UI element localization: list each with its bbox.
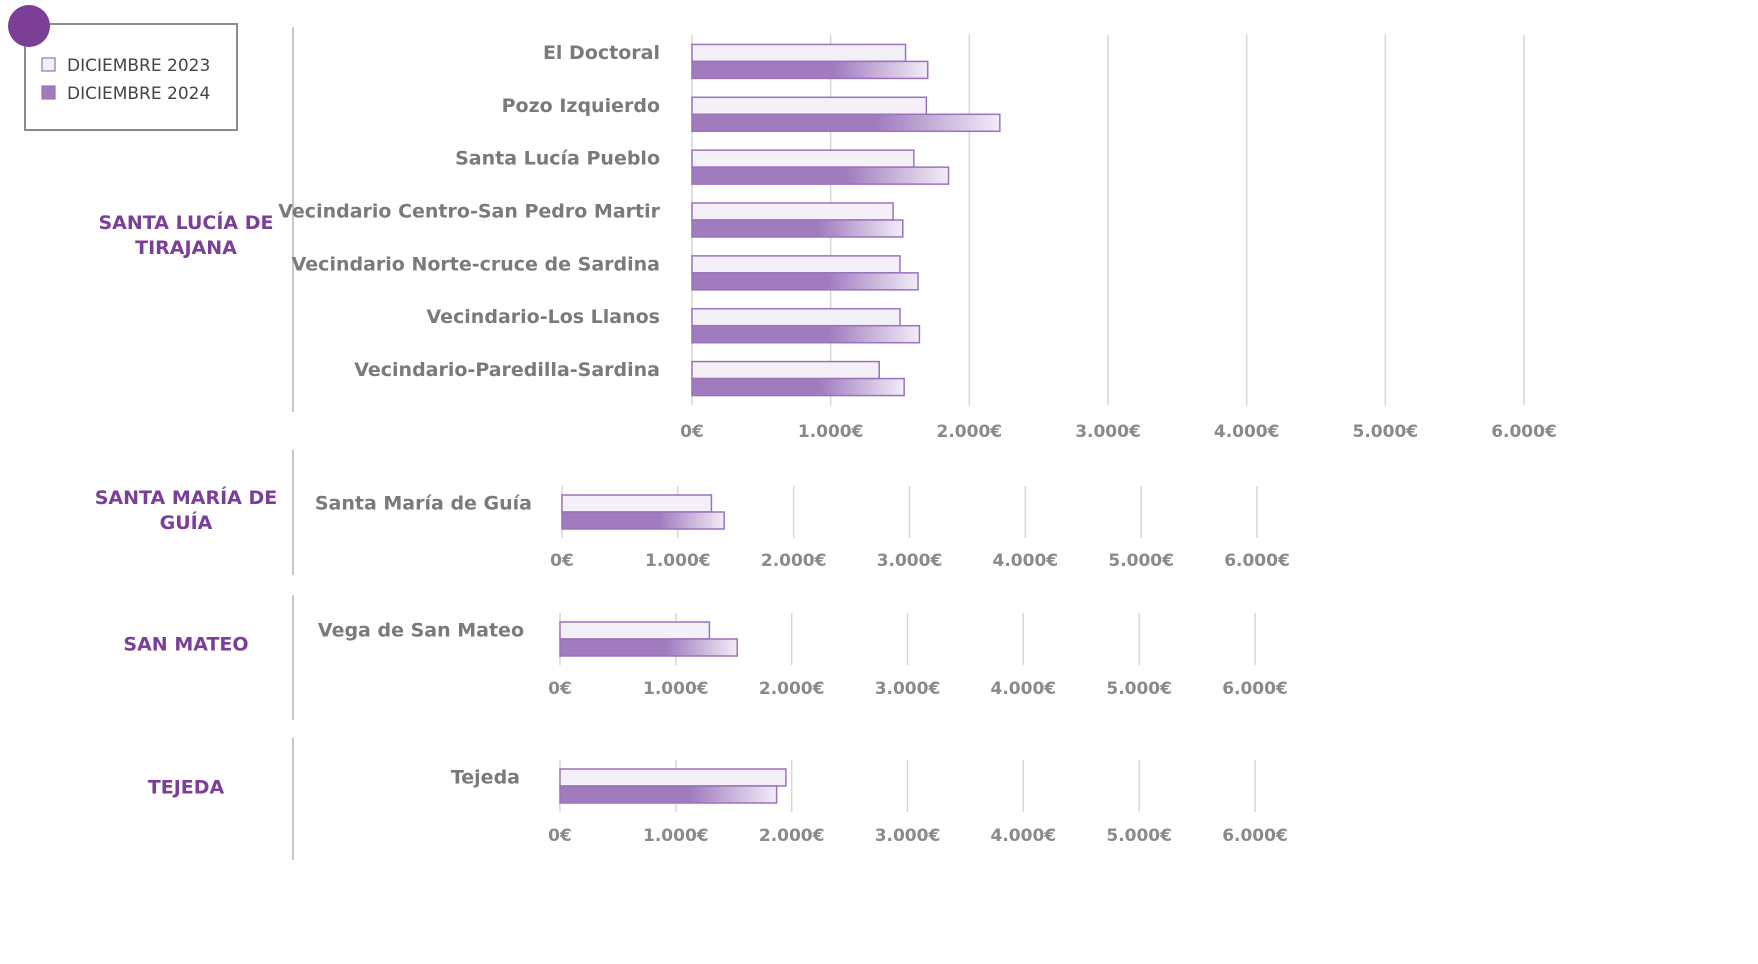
x-tick-label: 6.000€ xyxy=(1222,826,1288,846)
x-tick-label: 5.000€ xyxy=(1106,679,1172,699)
legend-label: DICIEMBRE 2024 xyxy=(67,84,210,104)
category-label: Vecindario Centro-San Pedro Martir xyxy=(278,201,660,223)
category-label: Vecindario Norte-cruce de Sardina xyxy=(292,253,660,275)
x-tick-label: 3.000€ xyxy=(877,551,943,571)
category-label: Tejeda xyxy=(451,767,520,789)
x-tick-label: 3.000€ xyxy=(1075,422,1141,442)
category-label: Santa María de Guía xyxy=(315,493,532,515)
bar xyxy=(691,377,905,397)
bar xyxy=(559,621,711,640)
legend-swatch xyxy=(41,85,56,100)
bar xyxy=(559,768,787,787)
legend-badge xyxy=(8,5,50,47)
bar xyxy=(691,324,921,344)
bar xyxy=(561,511,725,530)
x-tick-label: 4.000€ xyxy=(993,551,1059,571)
group-title: SANTA LUCÍA DE TIRAJANA xyxy=(98,212,274,259)
x-tick-label: 3.000€ xyxy=(875,826,941,846)
legend-label: DICIEMBRE 2023 xyxy=(67,56,210,76)
x-tick-label: 5.000€ xyxy=(1353,422,1419,442)
group-title: SAN MATEO xyxy=(123,633,249,656)
group-title: SANTA MARÍA DE GUÍA xyxy=(94,487,278,534)
x-tick-label: 1.000€ xyxy=(645,551,711,571)
category-label: Vega de San Mateo xyxy=(318,620,524,642)
bar xyxy=(691,360,880,380)
bar xyxy=(691,113,1001,133)
x-tick-label: 4.000€ xyxy=(1214,422,1280,442)
bar xyxy=(691,219,904,238)
bar xyxy=(691,149,915,168)
legend-box xyxy=(24,23,238,131)
x-tick-label: 1.000€ xyxy=(643,679,709,699)
bar xyxy=(691,60,929,80)
category-label: Pozo Izquierdo xyxy=(502,95,660,117)
x-tick-label: 1.000€ xyxy=(643,826,709,846)
x-tick-label: 2.000€ xyxy=(761,551,827,571)
x-tick-label: 2.000€ xyxy=(937,422,1003,442)
x-tick-label: 3.000€ xyxy=(875,679,941,699)
x-tick-label: 2.000€ xyxy=(759,679,825,699)
x-tick-label: 5.000€ xyxy=(1106,826,1172,846)
x-tick-label: 4.000€ xyxy=(991,826,1057,846)
group-title: TEJEDA xyxy=(147,776,225,799)
x-tick-label: 0€ xyxy=(550,551,574,571)
category-label: Santa Lucía Pueblo xyxy=(455,148,660,170)
bar xyxy=(691,272,919,291)
bar xyxy=(559,785,778,804)
bar xyxy=(691,96,928,116)
bar xyxy=(559,638,738,657)
bar xyxy=(691,255,901,274)
legend-swatch xyxy=(41,57,56,72)
bar xyxy=(691,307,901,327)
x-tick-label: 1.000€ xyxy=(798,422,864,442)
bar xyxy=(561,494,713,513)
bar xyxy=(691,43,907,63)
x-tick-label: 0€ xyxy=(548,679,572,699)
x-tick-label: 4.000€ xyxy=(991,679,1057,699)
x-tick-label: 6.000€ xyxy=(1224,551,1290,571)
x-tick-label: 6.000€ xyxy=(1491,422,1557,442)
x-tick-label: 0€ xyxy=(548,826,572,846)
x-tick-label: 5.000€ xyxy=(1108,551,1174,571)
category-label: El Doctoral xyxy=(543,42,660,64)
x-tick-label: 6.000€ xyxy=(1222,679,1288,699)
category-label: Vecindario-Los Llanos xyxy=(426,306,660,328)
x-tick-label: 0€ xyxy=(680,422,704,442)
bar xyxy=(691,202,894,221)
x-tick-label: 2.000€ xyxy=(759,826,825,846)
category-label: Vecindario-Paredilla-Sardina xyxy=(354,359,660,381)
bar xyxy=(691,166,950,185)
